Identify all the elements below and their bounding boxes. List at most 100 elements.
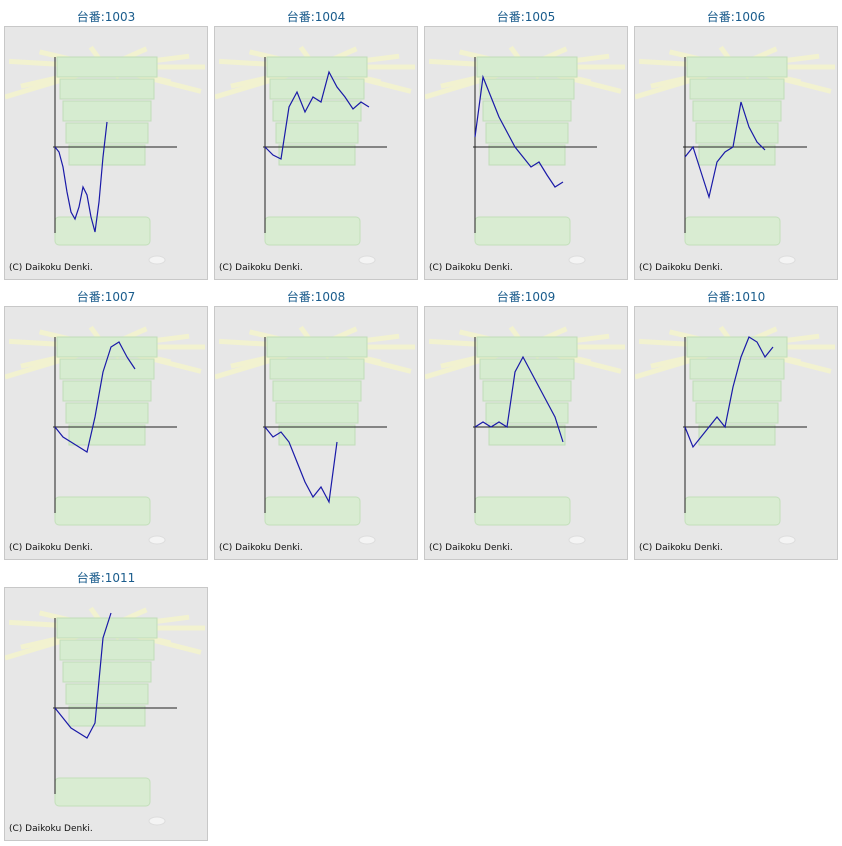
deco-box	[488, 144, 566, 166]
deco-box	[479, 78, 575, 100]
deco-coin	[568, 255, 586, 265]
machine-number-label[interactable]: 台番:1010	[706, 290, 766, 304]
deco-box	[68, 705, 146, 727]
series-line	[54, 612, 112, 739]
chart-panel: (C) Daikoku Denki.	[634, 26, 838, 280]
deco-box	[272, 380, 362, 402]
chart-panel: (C) Daikoku Denki.	[4, 26, 208, 280]
chart-svg	[215, 45, 415, 265]
background-illustration	[5, 325, 205, 545]
deco-tray	[54, 216, 151, 246]
copyright-text: (C) Daikoku Denki.	[639, 263, 723, 273]
series-line	[684, 336, 774, 449]
deco-box	[275, 122, 359, 144]
deco-box	[476, 336, 578, 358]
background-illustration	[5, 45, 205, 265]
machine-chart-1011: 台番:1011 (C) Daikoku Denki.	[4, 563, 208, 841]
deco-box	[278, 144, 356, 166]
chart-panel: (C) Daikoku Denki.	[4, 306, 208, 560]
series-line	[264, 70, 370, 160]
deco-tray	[684, 496, 781, 526]
background-illustration	[425, 325, 625, 545]
deco-box	[269, 358, 365, 380]
deco-tray	[684, 216, 781, 246]
chart-svg	[635, 45, 835, 265]
deco-box	[488, 424, 566, 446]
deco-box	[56, 336, 158, 358]
machine-number-label[interactable]: 台番:1007	[76, 290, 136, 304]
copyright-text: (C) Daikoku Denki.	[639, 543, 723, 553]
machine-number-label[interactable]: 台番:1003	[76, 10, 136, 24]
machine-chart-1009: 台番:1009 (C) Daikoku Denki.	[424, 282, 628, 560]
chart-panel: (C) Daikoku Denki.	[4, 587, 208, 841]
deco-box	[698, 424, 776, 446]
deco-box	[692, 100, 782, 122]
deco-box	[692, 380, 782, 402]
deco-coin	[148, 816, 166, 826]
machine-chart-1003: 台番:1003 (C) Daikoku Denki.	[4, 2, 208, 280]
deco-box	[59, 78, 155, 100]
deco-coin	[358, 535, 376, 545]
deco-coin	[148, 255, 166, 265]
deco-box	[686, 336, 788, 358]
deco-box	[56, 617, 158, 639]
machine-number-label[interactable]: 台番:1004	[286, 10, 346, 24]
deco-coin	[148, 535, 166, 545]
machine-number-label[interactable]: 台番:1005	[496, 10, 556, 24]
background-illustration	[425, 45, 625, 265]
copyright-text: (C) Daikoku Denki.	[429, 543, 513, 553]
machine-chart-1007: 台番:1007 (C) Daikoku Denki.	[4, 282, 208, 560]
chart-panel: (C) Daikoku Denki.	[424, 306, 628, 560]
chart-panel: (C) Daikoku Denki.	[634, 306, 838, 560]
deco-box	[476, 56, 578, 78]
background-illustration	[635, 325, 835, 545]
deco-box	[689, 78, 785, 100]
deco-box	[479, 358, 575, 380]
deco-coin	[778, 535, 796, 545]
machine-chart-1005: 台番:1005 (C) Daikoku Denki.	[424, 2, 628, 280]
copyright-text: (C) Daikoku Denki.	[9, 543, 93, 553]
deco-tray	[54, 777, 151, 807]
chart-panel: (C) Daikoku Denki.	[424, 26, 628, 280]
deco-coin	[778, 255, 796, 265]
deco-box	[62, 100, 152, 122]
deco-box	[65, 402, 149, 424]
deco-box	[695, 402, 779, 424]
deco-box	[68, 424, 146, 446]
deco-tray	[54, 496, 151, 526]
series-line	[684, 101, 766, 200]
deco-tray	[264, 496, 361, 526]
deco-box	[278, 424, 356, 446]
deco-box	[485, 122, 569, 144]
chart-svg	[5, 606, 205, 826]
machine-number-label[interactable]: 台番:1008	[286, 290, 346, 304]
machine-chart-1010: 台番:1010 (C) Daikoku Denki.	[634, 282, 838, 560]
chart-svg	[425, 45, 625, 265]
machine-number-label[interactable]: 台番:1009	[496, 290, 556, 304]
copyright-text: (C) Daikoku Denki.	[9, 824, 93, 834]
series-line	[264, 426, 338, 504]
machine-number-label[interactable]: 台番:1006	[706, 10, 766, 24]
deco-tray	[474, 496, 571, 526]
deco-box	[689, 358, 785, 380]
copyright-text: (C) Daikoku Denki.	[219, 543, 303, 553]
deco-box	[59, 639, 155, 661]
copyright-text: (C) Daikoku Denki.	[9, 263, 93, 273]
machine-number-label[interactable]: 台番:1011	[76, 571, 136, 585]
series-line	[54, 341, 136, 453]
deco-box	[686, 56, 788, 78]
machine-chart-1004: 台番:1004 (C) Daikoku Denki.	[214, 2, 418, 280]
machine-chart-1008: 台番:1008 (C) Daikoku Denki.	[214, 282, 418, 560]
copyright-text: (C) Daikoku Denki.	[429, 263, 513, 273]
deco-box	[56, 56, 158, 78]
deco-coin	[358, 255, 376, 265]
deco-box	[275, 402, 359, 424]
deco-tray	[474, 216, 571, 246]
chart-panel: (C) Daikoku Denki.	[214, 306, 418, 560]
machine-chart-1006: 台番:1006 (C) Daikoku Denki.	[634, 2, 838, 280]
background-illustration	[635, 45, 835, 265]
deco-box	[266, 56, 368, 78]
deco-box	[62, 661, 152, 683]
deco-box	[62, 380, 152, 402]
deco-tray	[264, 216, 361, 246]
